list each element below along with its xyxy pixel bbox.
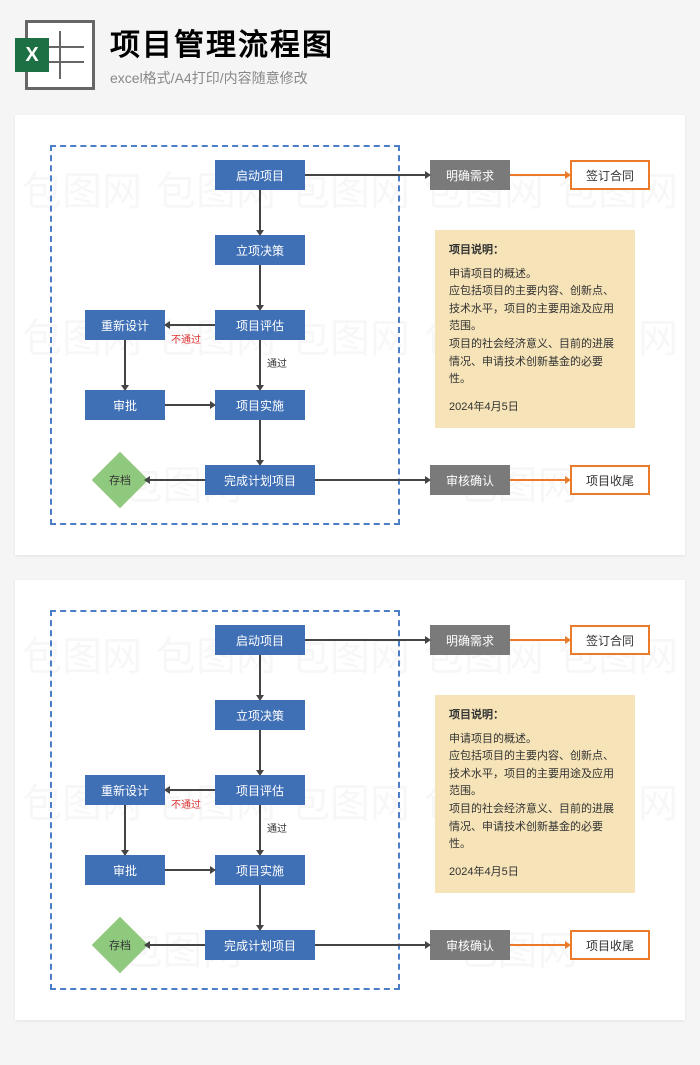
edge: [305, 639, 425, 641]
edge: [259, 885, 261, 925]
node-start: 启动项目: [215, 625, 305, 655]
node-review: 审核确认: [430, 930, 510, 960]
edge: [170, 324, 215, 326]
node-close: 项目收尾: [570, 930, 650, 960]
node-decide: 立项决策: [215, 700, 305, 730]
edge: [510, 479, 565, 481]
edge: [510, 639, 565, 641]
note-box: 项目说明： 申请项目的概述。应包括项目的主要内容、创新点、技术水平，项目的主要用途…: [435, 230, 635, 428]
node-eval: 项目评估: [215, 775, 305, 805]
title-block: 项目管理流程图 excel格式/A4打印/内容随意修改: [110, 20, 334, 88]
edge-label: 通过: [267, 820, 287, 835]
node-redesign: 重新设计: [85, 775, 165, 805]
node-approve: 审批: [85, 855, 165, 885]
node-review: 审核确认: [430, 465, 510, 495]
note-line: 项目的社会经济意义、目前的进展情况、申请技术创新基金的必要性。: [449, 336, 621, 389]
subtitle: excel格式/A4打印/内容随意修改: [110, 68, 334, 88]
note-line: 应包括项目的主要内容、创新点、技术水平，项目的主要用途及应用范围。: [449, 748, 621, 801]
edge: [510, 174, 565, 176]
edge: [150, 944, 205, 946]
edge: [165, 869, 210, 871]
node-complete: 完成计划项目: [205, 930, 315, 960]
edge: [259, 655, 261, 695]
node-contract: 签订合同: [570, 625, 650, 655]
page-title: 项目管理流程图: [110, 20, 334, 64]
note-date: 2024年4月5日: [449, 864, 621, 882]
note-line: 申请项目的概述。: [449, 266, 621, 284]
edge: [510, 944, 565, 946]
node-eval: 项目评估: [215, 310, 305, 340]
node-start: 启动项目: [215, 160, 305, 190]
node-decide: 立项决策: [215, 235, 305, 265]
edge: [124, 340, 126, 385]
edge-label: 不通过: [171, 331, 201, 346]
edge-label: 不通过: [171, 796, 201, 811]
node-complete: 完成计划项目: [205, 465, 315, 495]
note-date: 2024年4月5日: [449, 399, 621, 417]
note-title: 项目说明：: [449, 707, 621, 725]
excel-icon: X: [25, 20, 95, 90]
flowchart-panel-1: 包图网包图网包图网包图网包图网包图网包图网包图网包图网包图网包图网包图网启动项目…: [15, 115, 685, 555]
edge: [259, 340, 261, 385]
edge: [259, 805, 261, 850]
edge: [315, 944, 425, 946]
node-approve: 审批: [85, 390, 165, 420]
node-contract: 签订合同: [570, 160, 650, 190]
node-need: 明确需求: [430, 625, 510, 655]
edge: [165, 404, 210, 406]
edge: [259, 730, 261, 770]
note-line: 项目的社会经济意义、目前的进展情况、申请技术创新基金的必要性。: [449, 801, 621, 854]
edge: [305, 174, 425, 176]
node-impl: 项目实施: [215, 390, 305, 420]
edge: [259, 265, 261, 305]
edge: [150, 479, 205, 481]
edge: [259, 190, 261, 230]
note-line: 应包括项目的主要内容、创新点、技术水平，项目的主要用途及应用范围。: [449, 283, 621, 336]
edge: [259, 420, 261, 460]
header: X 项目管理流程图 excel格式/A4打印/内容随意修改: [15, 20, 685, 90]
edge: [124, 805, 126, 850]
note-box: 项目说明： 申请项目的概述。应包括项目的主要内容、创新点、技术水平，项目的主要用途…: [435, 695, 635, 893]
note-line: 申请项目的概述。: [449, 731, 621, 749]
flowchart-panel-2: 包图网包图网包图网包图网包图网包图网包图网包图网包图网包图网包图网包图网启动项目…: [15, 580, 685, 1020]
node-close: 项目收尾: [570, 465, 650, 495]
edge: [315, 479, 425, 481]
node-impl: 项目实施: [215, 855, 305, 885]
note-title: 项目说明：: [449, 242, 621, 260]
edge: [170, 789, 215, 791]
node-need: 明确需求: [430, 160, 510, 190]
node-redesign: 重新设计: [85, 310, 165, 340]
edge-label: 通过: [267, 355, 287, 370]
